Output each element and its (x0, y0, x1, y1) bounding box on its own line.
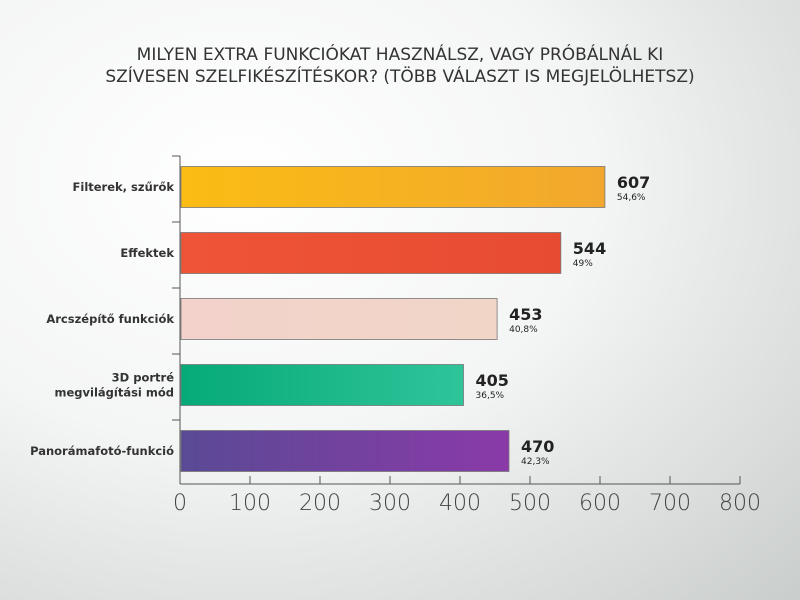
x-tick-label: 100 (229, 491, 271, 516)
category-label: Filterek, szűrők (73, 180, 175, 194)
x-tick-label: 500 (509, 491, 551, 516)
percent-label: 54,6% (617, 193, 646, 203)
x-tick-label: 200 (299, 491, 341, 516)
bar (180, 430, 510, 472)
category-label: Effektek (120, 246, 174, 260)
value-label: 544 (573, 239, 606, 258)
percent-label: 40,8% (509, 325, 538, 335)
x-tick-label: 300 (369, 491, 411, 516)
value-label: 607 (617, 173, 650, 192)
value-label: 405 (476, 371, 509, 390)
bar (180, 364, 464, 406)
percent-label: 42,3% (521, 457, 550, 467)
chart-title: MILYEN EXTRA FUNKCIÓKAT HASZNÁLSZ, VAGY … (60, 44, 740, 88)
value-label: 453 (509, 305, 542, 324)
chart-axes: 0 100 200 300 400 500 600 700 800 (172, 155, 761, 516)
chart-title-line-2: SZÍVESEN SZELFIKÉSZÍTÉSKOR? (TÖBB VÁLASZ… (105, 67, 695, 87)
bar (180, 232, 562, 274)
x-tick-label: 700 (649, 491, 691, 516)
category-label: megvilágítási mód (55, 386, 175, 400)
x-tick-label: 600 (579, 491, 621, 516)
bar (180, 166, 606, 208)
category-label: Panorámafotó-funkció (30, 444, 174, 458)
category-label: 3D portré (112, 371, 175, 385)
category-label: Arcszépítő funkciók (46, 312, 174, 326)
x-tick-label: 800 (719, 491, 761, 516)
chart-title-line-1: MILYEN EXTRA FUNKCIÓKAT HASZNÁLSZ, VAGY … (136, 45, 664, 65)
x-tick-label: 0 (173, 491, 187, 516)
bar (180, 298, 498, 340)
percent-label: 36,5% (476, 391, 505, 401)
percent-label: 49% (573, 259, 593, 269)
x-tick-label: 400 (439, 491, 481, 516)
value-label: 470 (521, 437, 554, 456)
